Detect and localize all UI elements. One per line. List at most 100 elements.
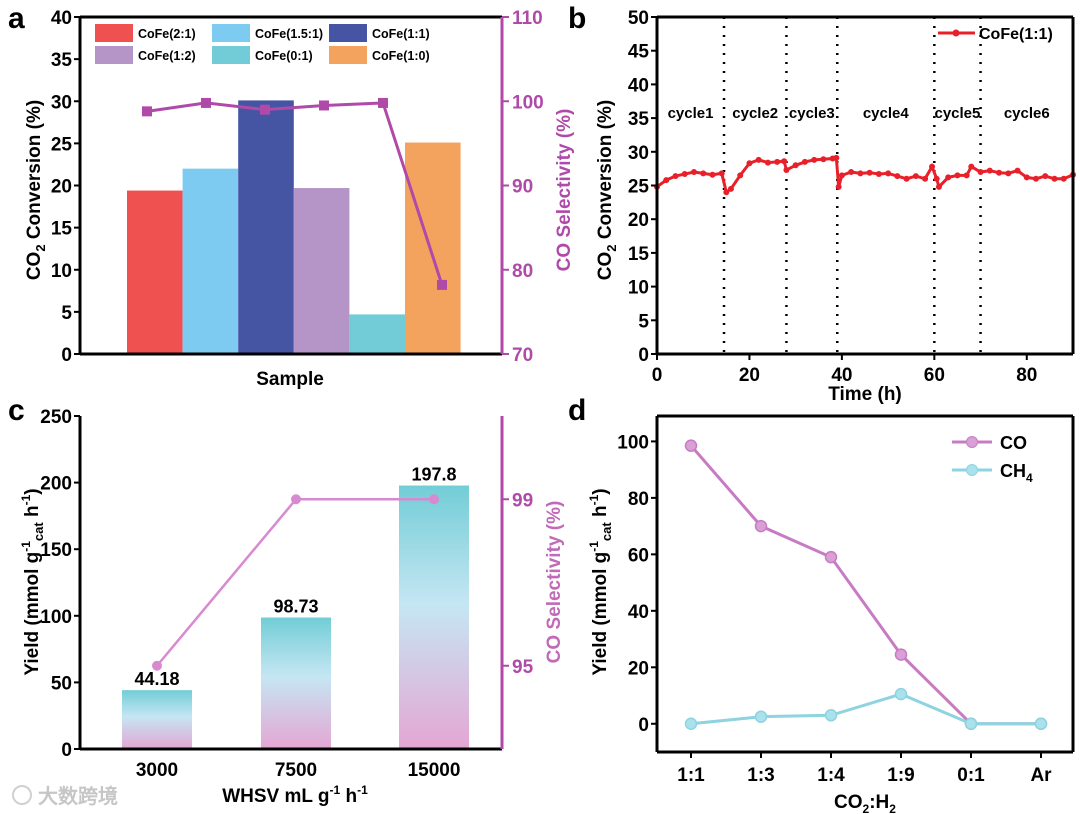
b-ytick-label: 0 — [638, 345, 649, 366]
c-xtick-label: 7500 — [275, 760, 317, 781]
c-selectivity-point — [152, 660, 162, 671]
d-point-CO — [894, 648, 908, 661]
b-point — [922, 175, 929, 182]
c-selectivity-point — [291, 494, 301, 505]
a-ytick-label: 25 — [51, 134, 73, 155]
b-point — [945, 174, 952, 181]
bar-CoFe(0:1) — [349, 314, 405, 354]
b-point — [977, 169, 984, 176]
d-xtick-label: Ar — [1030, 765, 1052, 786]
a-selectivity-point — [437, 279, 447, 290]
b-point — [954, 172, 961, 179]
b-point — [1014, 167, 1021, 174]
legend-swatch-CoFe(1:1) — [329, 24, 367, 42]
c-xtick-label: 3000 — [136, 760, 178, 781]
d-xtick-label: 1:4 — [817, 765, 845, 786]
a-ytick-label: 35 — [51, 50, 73, 71]
bar-3000 — [122, 690, 192, 749]
d-xtick-label: 1:1 — [677, 765, 705, 786]
b-point — [912, 173, 919, 180]
legend-label: CoFe(1:0) — [372, 49, 430, 63]
d-legend-label: CH4 — [1000, 461, 1033, 485]
b-point — [835, 183, 842, 190]
b-point — [801, 158, 808, 165]
d-point-CH4 — [754, 710, 768, 723]
b-xtick-label: 0 — [652, 365, 663, 386]
legend-label: CoFe(2:1) — [138, 27, 196, 41]
b-ytick-label: 10 — [628, 278, 649, 299]
c-selectivity-point — [429, 494, 439, 505]
a-y2tick-label: 100 — [512, 92, 544, 113]
b-ytick-label: 30 — [628, 143, 649, 164]
watermark-text: 大数跨境 — [38, 784, 118, 808]
b-point — [737, 172, 744, 179]
b-xlabel: Time (h) — [828, 384, 902, 405]
d-legend-marker — [966, 436, 978, 448]
b-xtick-label: 80 — [1016, 365, 1037, 386]
legend-label: CoFe(1:2) — [138, 49, 196, 63]
a-ytick-label: 30 — [51, 92, 72, 113]
b-legend-marker — [952, 29, 960, 37]
legend-swatch-CoFe(0:1) — [212, 46, 250, 64]
a-ytick-label: 15 — [51, 219, 73, 240]
a-xlabel: Sample — [256, 369, 324, 390]
b-point — [690, 169, 697, 176]
c-ytick-label: 0 — [61, 740, 72, 761]
a-ytick-label: 10 — [51, 261, 72, 282]
a-y2tick-label: 110 — [512, 8, 543, 29]
b-point — [857, 170, 864, 177]
c-ytick-label: 250 — [40, 407, 72, 428]
cycle-label: cycle1 — [668, 105, 714, 122]
b-point — [774, 158, 781, 165]
d-point-CO — [754, 519, 768, 533]
a-ylabel: CO2 Conversion (%) — [24, 100, 48, 280]
d-legend-marker — [966, 464, 978, 476]
b-point — [933, 175, 940, 182]
d-point-CH4 — [894, 687, 908, 701]
b-point — [672, 173, 679, 180]
d-ytick-label: 60 — [628, 545, 649, 566]
a-selectivity-point — [319, 100, 329, 111]
legend-label: CoFe(1:1) — [372, 27, 430, 41]
c-ytick-label: 200 — [40, 474, 72, 495]
bar-CoFe(1:1) — [238, 100, 294, 354]
legend-swatch-CoFe(1:2) — [95, 46, 133, 64]
b-point — [875, 171, 882, 178]
a-selectivity-point — [378, 97, 388, 108]
d-point-CH4 — [824, 709, 838, 722]
cycle-label: cycle5 — [934, 105, 980, 122]
legend-swatch-CoFe(2:1) — [95, 24, 133, 42]
b-ylabel: CO2 Conversion (%) — [595, 100, 619, 280]
b-point — [848, 169, 855, 176]
b-ytick-label: 35 — [628, 109, 650, 130]
b-point — [963, 172, 970, 179]
legend-label: CoFe(1.5:1) — [255, 27, 323, 41]
d-ytick-label: 100 — [617, 432, 649, 453]
d-xlabel: CO2:H2 — [834, 792, 896, 814]
b-point — [1060, 175, 1067, 182]
b-ytick-label: 25 — [628, 177, 650, 198]
b-point — [700, 170, 707, 177]
b-point — [838, 172, 845, 179]
c-y2label: CO Selectivity (%) — [544, 501, 565, 664]
d-ytick-label: 40 — [628, 602, 649, 623]
a-selectivity-point — [201, 97, 211, 108]
d-ytick-label: 80 — [628, 489, 649, 510]
b-xtick-label: 20 — [739, 365, 760, 386]
b-point — [792, 162, 799, 169]
b-point — [1023, 174, 1030, 181]
b-point — [755, 156, 762, 163]
bar-value-label: 44.18 — [134, 669, 179, 689]
b-point — [1051, 175, 1058, 182]
bar-CoFe(1:2) — [293, 188, 350, 354]
b-point — [1005, 170, 1012, 177]
a-y2label: CO Selectivity (%) — [554, 109, 575, 272]
cycle-label: cycle6 — [1004, 105, 1050, 122]
c-ylabel: Yield (mmol g-1cat h-1) — [19, 488, 46, 675]
a-ytick-label: 0 — [61, 345, 72, 366]
c-xtick-label: 15000 — [408, 760, 461, 781]
c-xlabel: WHSV mL g-1 h-1 — [222, 783, 368, 807]
b-ytick-label: 40 — [628, 75, 649, 96]
d-xtick-label: 1:9 — [887, 765, 914, 786]
d-xtick-label: 0:1 — [957, 765, 985, 786]
